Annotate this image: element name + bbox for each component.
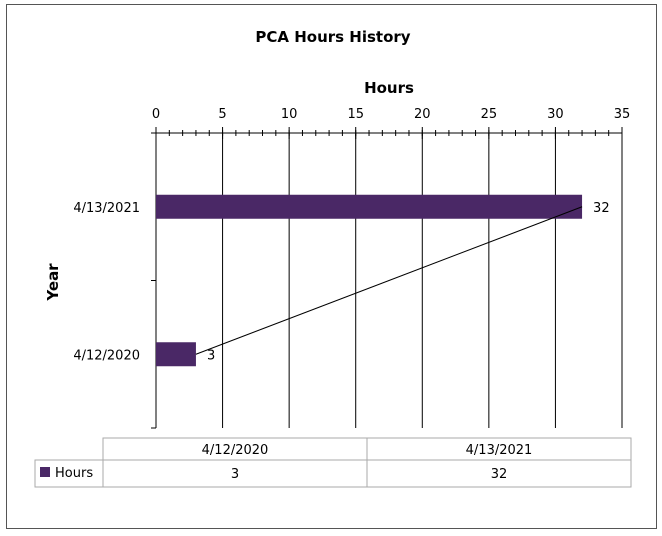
legend-swatch xyxy=(40,467,50,477)
y-tick-label: 4/12/2020 xyxy=(73,348,140,363)
bar-4/12/2020 xyxy=(156,342,196,367)
x-axis-title: Hours xyxy=(364,79,414,97)
table-cell: 3 xyxy=(231,467,239,482)
x-tick-label: 30 xyxy=(547,107,564,122)
grid-layer xyxy=(222,133,623,428)
table-row-label: Hours xyxy=(55,466,93,481)
y-axis-title: Year xyxy=(44,263,62,302)
axis-layer: 0 5 10 15 20 25 30 35 4/12/2020 4/13/2021 xyxy=(73,107,631,429)
x-tick-label: 10 xyxy=(281,107,298,122)
table-data-row xyxy=(34,459,632,488)
table-header-cell: 4/12/2020 xyxy=(202,443,269,458)
x-tick-label: 20 xyxy=(414,107,431,122)
x-tick-label: 35 xyxy=(614,107,631,122)
chart-title: PCA Hours History xyxy=(255,28,410,46)
trendline xyxy=(195,206,583,355)
data-label: 32 xyxy=(593,201,610,216)
x-tick-label: 15 xyxy=(347,107,364,122)
data-label: 3 xyxy=(207,348,215,363)
table-cell: 32 xyxy=(491,467,508,482)
data-table: 4/12/2020 4/13/2021 Hours 3 32 xyxy=(34,437,632,488)
y-tick-label: 4/13/2021 xyxy=(73,201,140,216)
chart-frame xyxy=(6,4,657,529)
table-header-cell: 4/13/2021 xyxy=(466,443,533,458)
x-tick-label: 25 xyxy=(481,107,498,122)
x-tick-label: 5 xyxy=(218,107,226,122)
trend-layer xyxy=(195,206,583,355)
x-tick-label: 0 xyxy=(152,107,160,122)
bar-layer xyxy=(156,194,583,367)
label-layer: 3 32 xyxy=(207,201,610,364)
bar-4/13/2021 xyxy=(156,194,583,219)
